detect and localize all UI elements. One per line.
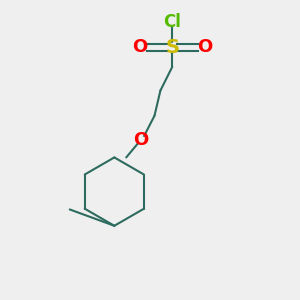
Text: O: O [134, 130, 149, 148]
Text: S: S [165, 38, 179, 57]
Text: Cl: Cl [164, 13, 181, 31]
Text: O: O [197, 38, 213, 56]
Text: O: O [132, 38, 147, 56]
